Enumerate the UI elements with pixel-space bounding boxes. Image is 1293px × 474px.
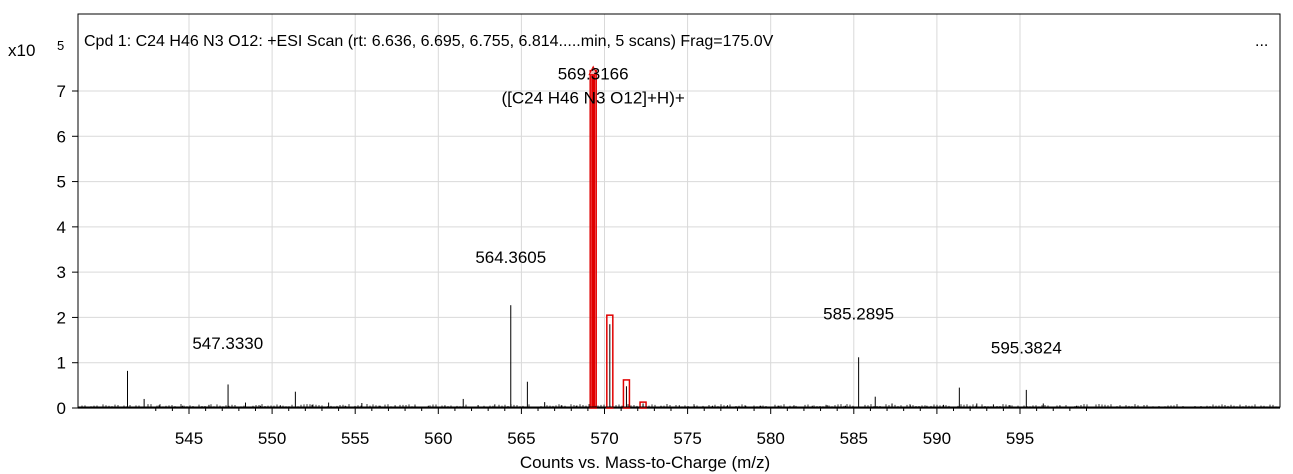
y-tick-label: 0	[57, 399, 66, 418]
x-axis-label: Counts vs. Mass-to-Charge (m/z)	[520, 453, 770, 472]
y-tick-label: 1	[57, 354, 66, 373]
isotope-box	[606, 314, 614, 409]
y-exponent-label: 5	[57, 38, 64, 53]
y-tick-label: 7	[57, 82, 66, 101]
y-tick-label: 2	[57, 308, 66, 327]
x-tick-label: 570	[590, 429, 618, 448]
isotope-box	[639, 401, 647, 409]
y-tick-label: 5	[57, 173, 66, 192]
x-tick-label: 595	[1006, 429, 1034, 448]
y-tick-label: 6	[57, 127, 66, 146]
grid-lines	[78, 14, 1280, 407]
x-tick-label: 585	[840, 429, 868, 448]
x-tick-label: 545	[175, 429, 203, 448]
spectrum-peaks	[78, 75, 1280, 409]
y-axis: 0 1 2 3 4 5 6 7	[57, 82, 78, 418]
main-peak-fill	[591, 74, 596, 408]
peak-annotation-label: ([C24 H46 N3 O12]+H)+	[501, 89, 684, 108]
peak-annotation-label: 547.3330	[192, 334, 263, 353]
annotation-labels: 564.3605 569.3166 ([C24 H46 N3 O12]+H)+ 585…	[192, 65, 1061, 358]
x-tick-label: 555	[341, 429, 369, 448]
x-axis: 545 550 555 560 565 570 575 580 585 590 595	[155, 407, 1087, 448]
y-tick-label: 4	[57, 218, 66, 237]
peak-annotation-label: 569.3166	[558, 65, 629, 84]
x-tick-label: 580	[757, 429, 785, 448]
peak-annotation-label: 564.3605	[475, 248, 546, 267]
x-tick-label: 560	[424, 429, 452, 448]
isotope-boxes	[588, 65, 647, 409]
y-multiplier-label: x10	[8, 41, 35, 60]
peak-annotation-label: 585.2895	[823, 305, 894, 324]
x-tick-label: 565	[507, 429, 535, 448]
title-more-ellipsis[interactable]: ...	[1255, 33, 1268, 50]
x-tick-label: 575	[673, 429, 701, 448]
main-peak-marker	[588, 65, 599, 76]
x-tick-label: 550	[258, 429, 286, 448]
peak-annotation-label: 595.3824	[991, 339, 1062, 358]
x-tick-label: 590	[923, 429, 951, 448]
y-tick-label: 3	[57, 263, 66, 282]
isotope-box	[622, 379, 631, 409]
plot-frame	[77, 13, 1281, 408]
chart-title: Cpd 1: C24 H46 N3 O12: +ESI Scan (rt: 6.…	[84, 33, 774, 50]
